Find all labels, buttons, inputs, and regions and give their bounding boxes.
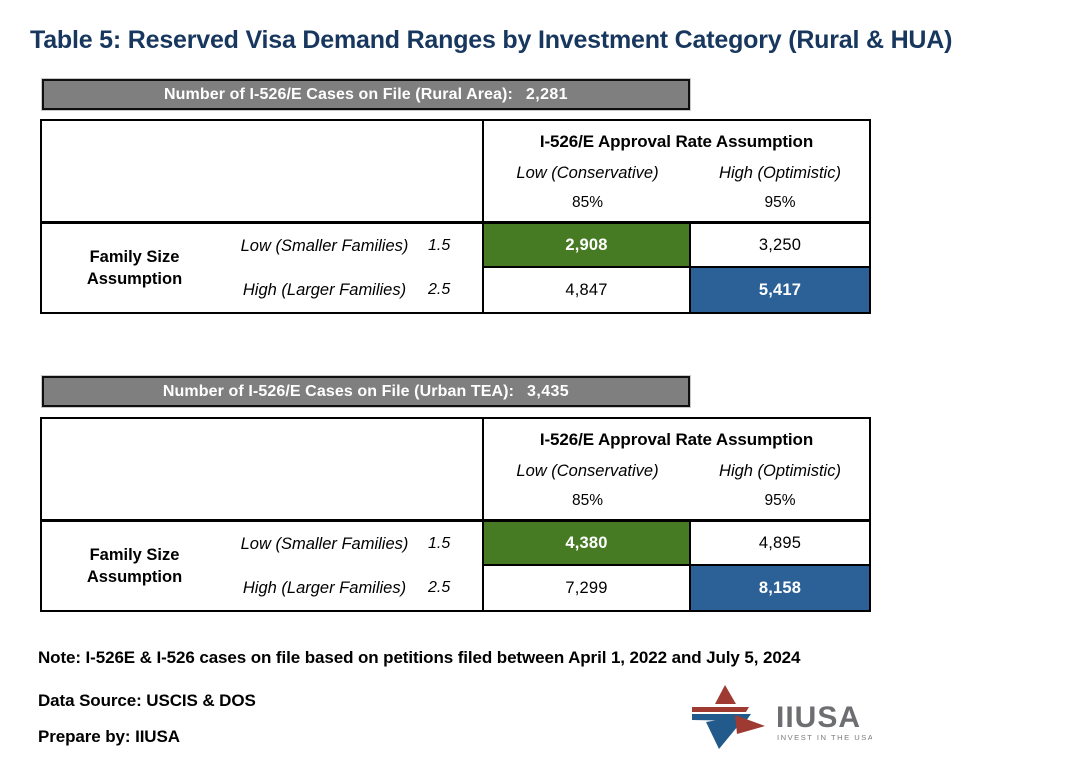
cell-urban-low-high: 4,895: [689, 522, 869, 566]
cell-urban-high-low: 7,299: [482, 566, 689, 610]
iiusa-logo-text: IIUSA: [776, 701, 861, 734]
cell-urban-high-high: 8,158: [689, 566, 869, 610]
col-low-rate: 85%: [571, 492, 604, 509]
iiusa-logo: IIUSA INVEST IN THE USA: [692, 685, 872, 749]
data-source-line: Data Source: USCIS & DOS: [38, 691, 256, 710]
approval-rate-header: I-526/E Approval Rate Assumption: [539, 430, 814, 449]
col-high-label: High (Optimistic): [719, 461, 841, 480]
col-high-label: High (Optimistic): [719, 163, 841, 182]
col-low-label: Low (Conservative): [516, 461, 659, 480]
prepared-by-line: Prepare by: IIUSA: [38, 727, 180, 746]
col-high-rate: 95%: [764, 194, 796, 211]
row-multiplier-low: 1.5: [428, 535, 451, 552]
row-multiplier-low: 1.5: [428, 237, 451, 254]
header-blank-cell: [42, 121, 482, 221]
family-size-row-header: Family Size Assumption: [86, 247, 183, 288]
cell-rural-high-low: 4,847: [482, 268, 689, 312]
col-high-rate: 95%: [764, 492, 796, 509]
urban-table-header: I-526/E Approval Rate Assumption Low (Co…: [42, 419, 869, 522]
col-low-label: Low (Conservative): [516, 163, 659, 182]
approval-rate-header-block: I-526/E Approval Rate Assumption Low (Co…: [482, 121, 869, 221]
col-low-rate: 85%: [571, 194, 604, 211]
cell-rural-high-high: 5,417: [689, 268, 869, 312]
iiusa-star-icon: [692, 685, 765, 749]
row-multiplier-high: 2.5: [428, 281, 451, 298]
footnote: Note: I-526E & I-526 cases on file based…: [38, 648, 801, 667]
approval-column-rates: 85% 95%: [484, 492, 869, 510]
approval-rate-header-block: I-526/E Approval Rate Assumption Low (Co…: [482, 419, 869, 519]
approval-column-labels: Low (Conservative) High (Optimistic): [484, 462, 869, 481]
iiusa-logo-tagline: INVEST IN THE USA: [777, 733, 872, 742]
rural-cases-banner: Number of I-526/E Cases on File (Rural A…: [41, 78, 691, 111]
row-label-low-family: Low (Smaller Families): [240, 236, 409, 255]
cell-rural-low-low: 2,908: [482, 224, 689, 268]
approval-column-rates: 85% 95%: [484, 194, 869, 212]
rural-cases-label: Number of I-526/E Cases on File (Rural A…: [164, 85, 513, 103]
row-label-low-family: Low (Smaller Families): [240, 534, 409, 553]
cell-rural-low-high: 3,250: [689, 224, 869, 268]
page-title: Table 5: Reserved Visa Demand Ranges by …: [30, 26, 953, 54]
row-label-high-family: High (Larger Families): [242, 280, 407, 299]
approval-column-labels: Low (Conservative) High (Optimistic): [484, 164, 869, 183]
header-blank-cell: [42, 419, 482, 519]
approval-rate-header: I-526/E Approval Rate Assumption: [539, 132, 814, 151]
urban-cases-banner: Number of I-526/E Cases on File (Urban T…: [41, 375, 691, 408]
row-multiplier-high: 2.5: [428, 579, 451, 596]
urban-demand-table: I-526/E Approval Rate Assumption Low (Co…: [40, 417, 871, 612]
rural-demand-table: I-526/E Approval Rate Assumption Low (Co…: [40, 119, 871, 314]
rural-cases-value: 2,281: [525, 85, 568, 103]
row-label-high-family: High (Larger Families): [242, 578, 407, 597]
urban-table-body: Family Size Assumption Low (Smaller Fami…: [42, 522, 869, 610]
family-size-row-header: Family Size Assumption: [86, 545, 183, 586]
rural-table-body: Family Size Assumption Low (Smaller Fami…: [42, 224, 869, 312]
rural-table-header: I-526/E Approval Rate Assumption Low (Co…: [42, 121, 869, 224]
urban-cases-value: 3,435: [527, 382, 570, 400]
cell-urban-low-low: 4,380: [482, 522, 689, 566]
urban-cases-label: Number of I-526/E Cases on File (Urban T…: [162, 382, 515, 400]
